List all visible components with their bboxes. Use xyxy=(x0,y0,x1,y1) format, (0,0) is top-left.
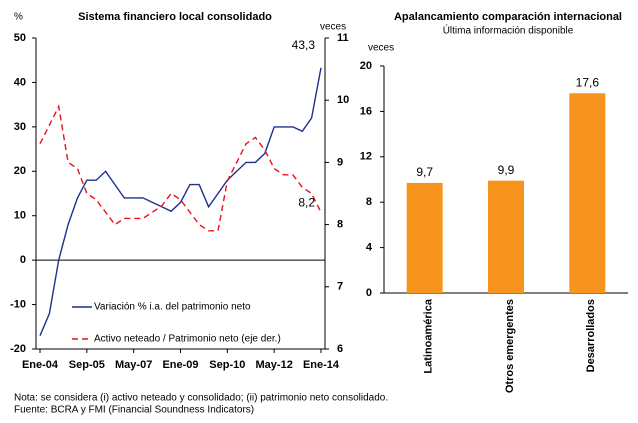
y-tick-label: 10 xyxy=(14,210,26,222)
source: Fuente: BCRA y FMI (Financial Soundness … xyxy=(14,405,254,416)
x-tick-label: May-07 xyxy=(115,359,152,371)
x-tick-label: Ene-14 xyxy=(303,359,340,371)
legend-label: Activo neteado / Patrimonio neto (eje de… xyxy=(94,334,281,345)
y2-tick-label: 11 xyxy=(337,32,349,44)
y-tick-label: 40 xyxy=(14,76,26,88)
bar xyxy=(406,182,443,293)
y-tick-label: 20 xyxy=(360,60,372,72)
chart-title: Sistema financiero local consolidado xyxy=(78,11,272,23)
y2-tick-label: 7 xyxy=(337,281,343,293)
x-tick-label: Otros emergentes xyxy=(504,299,516,393)
y-tick-label: 12 xyxy=(360,151,372,163)
x-tick-label: Sep-05 xyxy=(69,359,105,371)
end-label: 8,2 xyxy=(298,195,315,209)
x-tick-label: Latinoamérica xyxy=(423,298,435,373)
x-tick-label: May-12 xyxy=(256,359,293,371)
y2-tick-label: 10 xyxy=(337,94,349,106)
x-tick-label: Ene-04 xyxy=(22,359,59,371)
y2-tick-label: 6 xyxy=(337,343,343,355)
chart-title: Apalancamiento comparación internacional xyxy=(394,11,622,23)
y-tick-label: 30 xyxy=(14,121,26,133)
y-tick-label: 0 xyxy=(20,254,26,266)
y-tick-label: 16 xyxy=(360,105,372,117)
series-line xyxy=(39,67,322,336)
y2-axis-label: veces xyxy=(320,22,346,33)
x-tick-label: Ene-09 xyxy=(162,359,198,371)
y-axis-label: veces xyxy=(368,43,394,54)
series-line xyxy=(39,104,322,232)
y-tick-label: 8 xyxy=(366,196,372,208)
bar xyxy=(569,93,606,294)
y-tick-label: 50 xyxy=(14,32,26,44)
y-tick-label: 0 xyxy=(366,287,372,299)
chart-subtitle: Última información disponible xyxy=(443,24,574,37)
note: Nota: se considera (i) activo neteado y … xyxy=(14,393,388,404)
value-label: 9,7 xyxy=(416,165,433,179)
legend-label: Variación % i.a. del patrimonio neto xyxy=(94,302,251,313)
bar xyxy=(488,180,524,293)
end-label: 43,3 xyxy=(292,38,316,52)
y2-tick-label: 9 xyxy=(337,156,343,168)
y-tick-label: -10 xyxy=(10,298,26,310)
x-tick-label: Desarrollados xyxy=(585,299,597,372)
y-tick-label: 4 xyxy=(366,242,373,254)
y-axis-label: % xyxy=(14,12,23,23)
value-label: 9,9 xyxy=(498,163,515,177)
y2-tick-label: 8 xyxy=(337,219,343,231)
value-label: 17,6 xyxy=(576,75,600,89)
x-tick-label: Sep-10 xyxy=(209,359,245,371)
y-tick-label: -20 xyxy=(10,343,26,355)
y-tick-label: 20 xyxy=(14,165,26,177)
